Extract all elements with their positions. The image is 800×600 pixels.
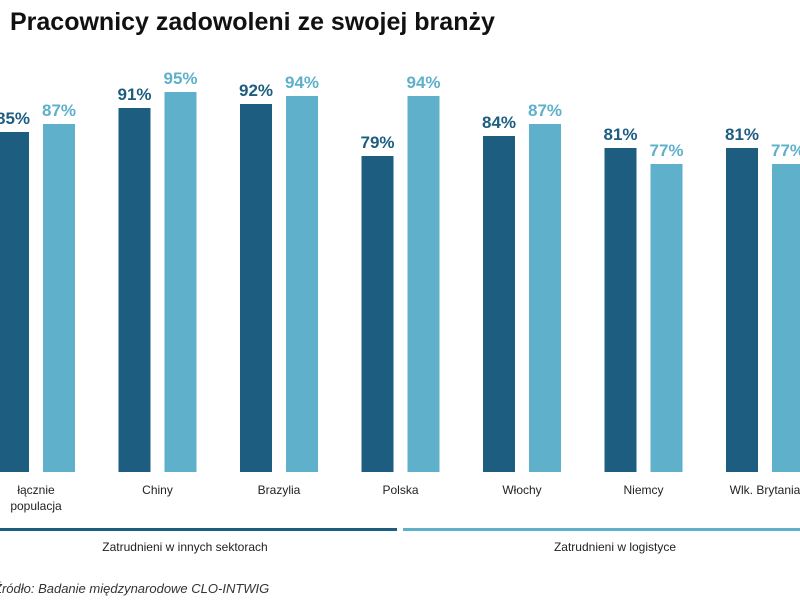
bar-logistics-5 — [650, 164, 683, 472]
bar-logistics-2 — [286, 96, 318, 472]
legend-line-other — [0, 528, 397, 531]
bar-logistics-1 — [164, 92, 197, 472]
legend-label-other: Zatrudnieni w innych sektorach — [102, 540, 267, 554]
data-label-other-5: 81% — [603, 125, 637, 144]
bar-other-5 — [604, 148, 637, 472]
bar-other-3 — [361, 156, 394, 472]
bar-logistics-3 — [407, 96, 440, 472]
data-label-other-6: 81% — [725, 125, 759, 144]
data-label-logistics-3: 94% — [406, 73, 440, 92]
category-label-line: łącznie — [17, 483, 55, 497]
category-label-0: łącznie populacja — [10, 483, 62, 513]
data-label-other-0: 85% — [0, 109, 30, 128]
category-label-1: Chiny — [142, 483, 173, 497]
data-label-logistics-0: 87% — [42, 101, 76, 120]
legend-line-logistics — [403, 528, 800, 531]
category-label-line: Brazylia — [258, 483, 301, 497]
category-label-line: populacja — [10, 499, 62, 513]
data-label-other-2: 92% — [239, 81, 273, 100]
data-label-logistics-4: 87% — [528, 101, 562, 120]
category-label-line: Niemcy — [623, 483, 663, 497]
data-label-other-4: 84% — [482, 113, 516, 132]
bar-other-6 — [726, 148, 758, 472]
category-label-line: Wlk. Brytania — [730, 483, 800, 497]
data-label-other-3: 79% — [360, 133, 394, 152]
category-label-5: Niemcy — [623, 483, 663, 497]
category-label-3: Polska — [382, 483, 418, 497]
bar-other-2 — [240, 104, 272, 472]
category-label-4: Włochy — [502, 483, 541, 497]
bar-logistics-0 — [43, 124, 75, 472]
category-label-6: Wlk. Brytania — [730, 483, 800, 497]
data-label-logistics-2: 94% — [285, 73, 319, 92]
data-label-logistics-1: 95% — [163, 69, 197, 88]
source-note: Źródło: Badanie międzynarodowe CLO-INTWI… — [0, 581, 270, 596]
bar-other-0 — [0, 132, 29, 472]
data-label-other-1: 91% — [117, 85, 151, 104]
chart-title: Pracownicy zadowoleni ze swojej branży — [10, 8, 495, 36]
data-label-logistics-5: 77% — [649, 141, 683, 160]
bar-other-1 — [118, 108, 151, 472]
category-label-line: Polska — [382, 483, 418, 497]
bar-logistics-4 — [529, 124, 561, 472]
category-label-2: Brazylia — [258, 483, 301, 497]
legend-label-logistics: Zatrudnieni w logistyce — [554, 540, 676, 554]
category-label-line: Włochy — [502, 483, 541, 497]
data-label-logistics-6: 77% — [771, 141, 800, 160]
category-label-line: Chiny — [142, 483, 173, 497]
bar-logistics-6 — [772, 164, 800, 472]
bar-other-4 — [483, 136, 515, 472]
